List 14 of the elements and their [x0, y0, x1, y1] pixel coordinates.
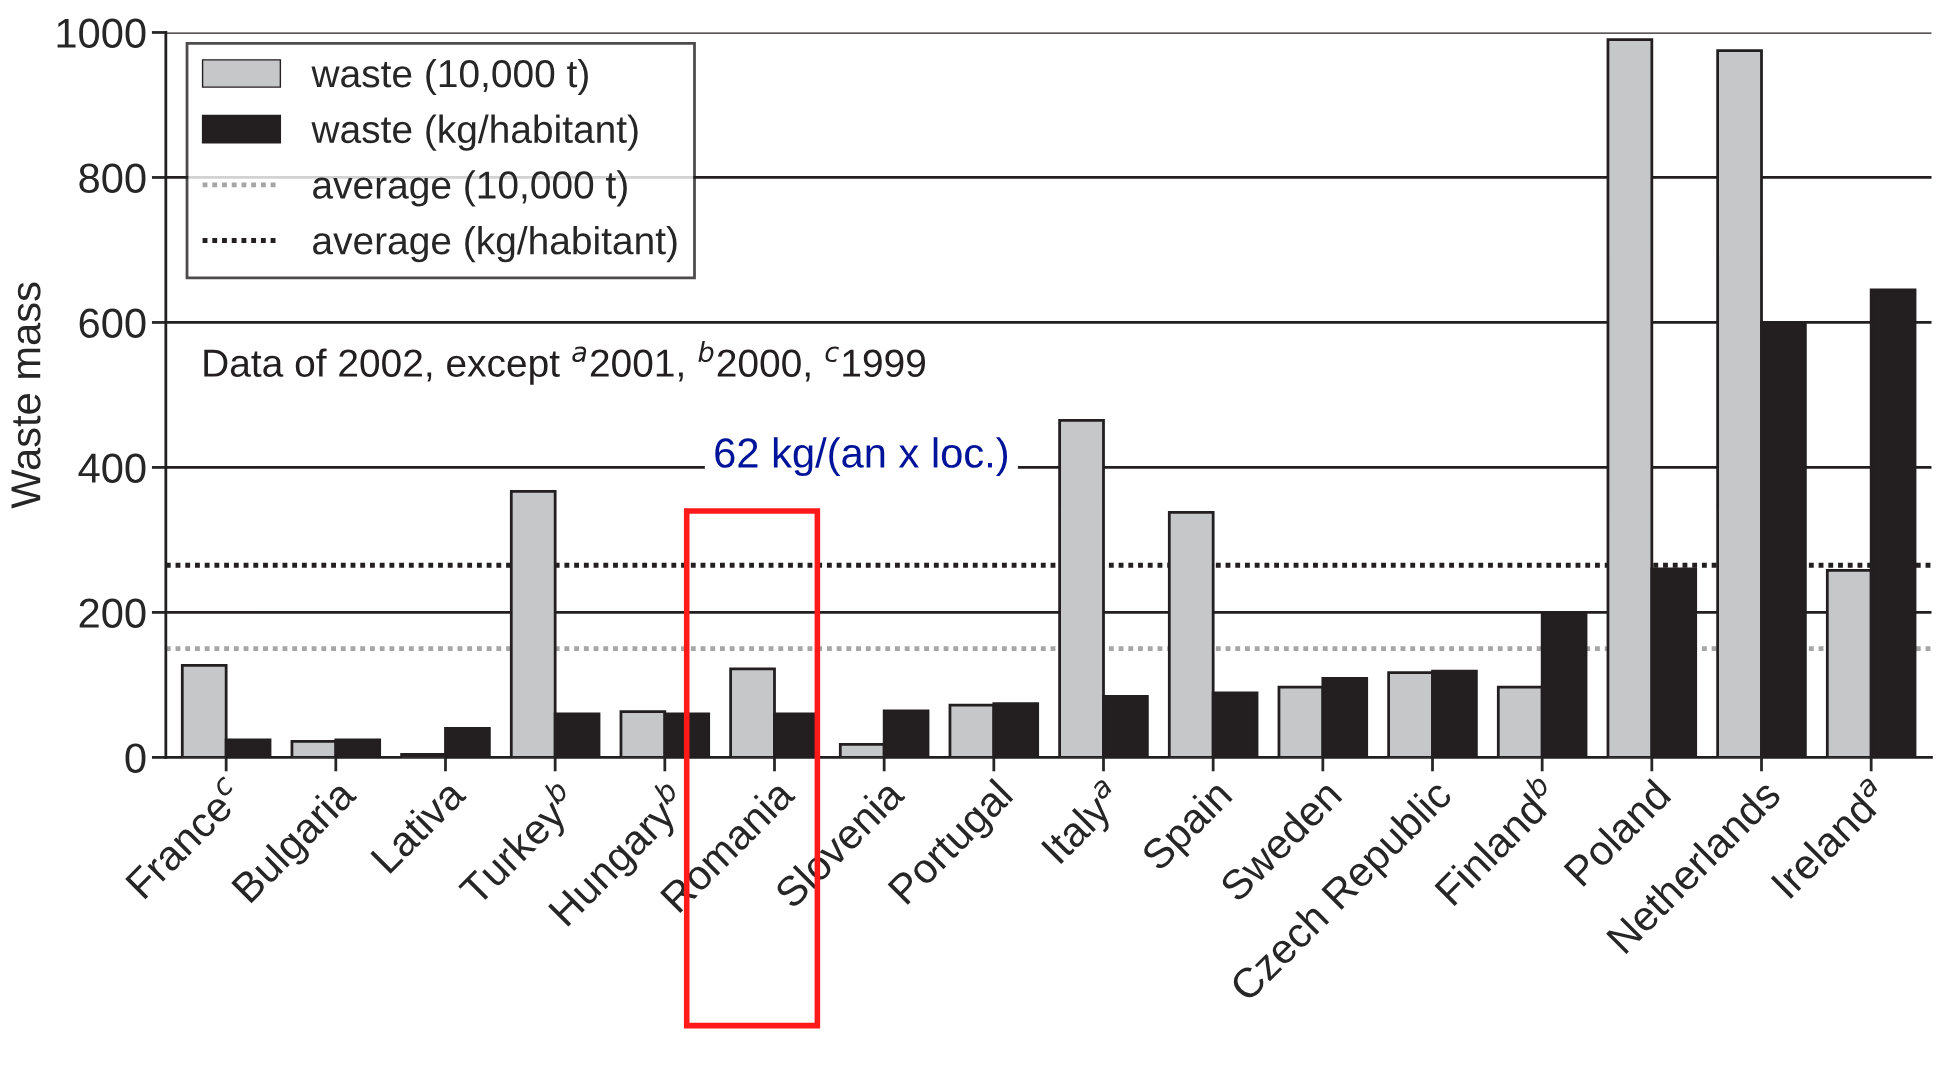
legend-label: average (kg/habitant) — [313, 225, 677, 263]
y-tick-label: 800 — [79, 163, 146, 193]
annotation: 62 kg/(an x loc.) — [715, 437, 1008, 477]
legend-label: average (10,000 t) — [313, 170, 627, 207]
legend-label: waste (kg/habitant) — [311, 114, 638, 151]
y-tick-label: 0 — [125, 743, 146, 773]
y-tick-label: 1000 — [57, 18, 146, 48]
y-tick-label: 400 — [78, 453, 146, 483]
y-tick-label: 200 — [79, 598, 146, 628]
annotation: Data of 2002, except $^{a}$2001, $^{b}$2000, $^{c}$1999 — [204, 341, 925, 385]
y-axis-title: Waste mass — [11, 282, 41, 509]
x-tick-label: Italy$^{a}$ — [1038, 778, 1131, 871]
y-tick-label: 600 — [79, 308, 146, 338]
legend-label: waste (10,000 t) — [311, 58, 588, 96]
